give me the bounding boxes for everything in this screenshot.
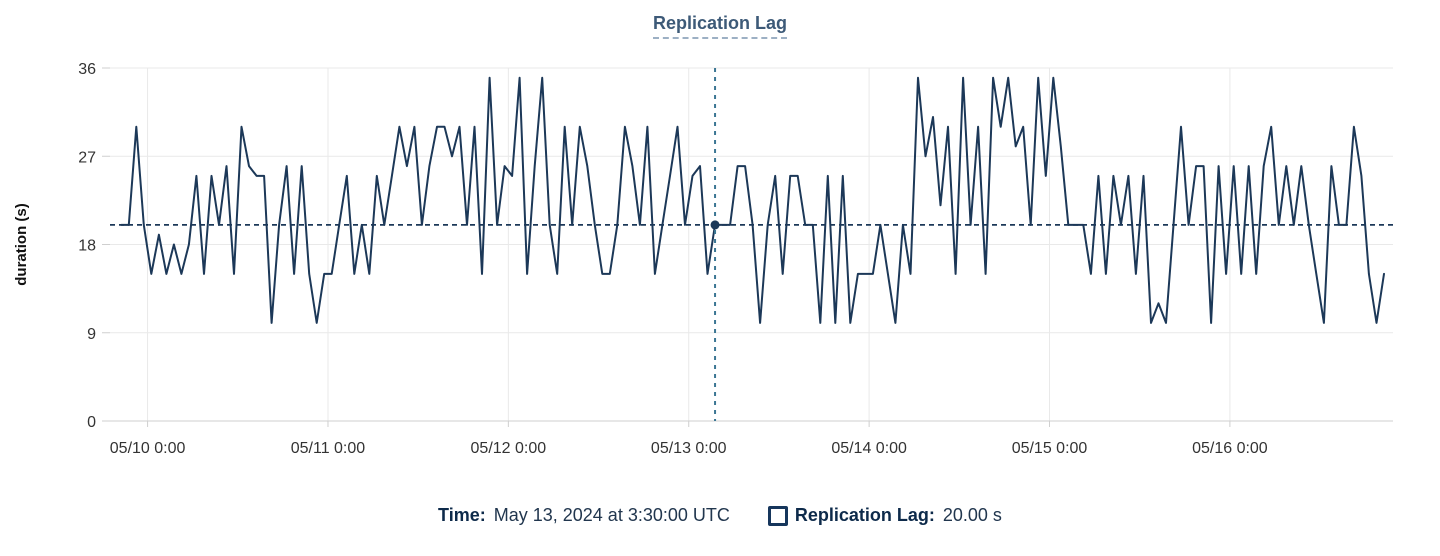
- tooltip-time-value: May 13, 2024 at 3:30:00 UTC: [493, 505, 730, 525]
- y-tick-label: 18: [78, 238, 96, 255]
- series-swatch-icon: [767, 505, 788, 526]
- replication-lag-series-line: [120, 76, 1385, 324]
- x-tick-label: 05/16 0:00: [1192, 440, 1268, 457]
- tooltip-series-value: 20.00 s: [942, 505, 1002, 525]
- chart-title[interactable]: Replication Lag: [652, 13, 787, 39]
- x-tick-label: 05/13 0:00: [651, 440, 727, 457]
- y-tick-label: 36: [78, 61, 96, 78]
- tooltip-legend: Time: May 13, 2024 at 3:30:00 UTC Replic…: [0, 505, 1440, 526]
- x-tick-label: 05/11 0:00: [291, 440, 366, 457]
- legend-item-replication-lag[interactable]: Replication Lag: 20.00 s: [767, 505, 1002, 526]
- x-tick-label: 05/10 0:00: [110, 440, 186, 457]
- cursor-point-marker: [710, 220, 720, 230]
- x-tick-label: 05/14 0:00: [831, 440, 907, 457]
- x-tick-label: 05/12 0:00: [471, 440, 547, 457]
- tooltip-series-label: Replication Lag:: [794, 505, 935, 525]
- y-axis-title: duration (s): [13, 203, 30, 286]
- y-tick-label: 9: [87, 326, 96, 343]
- chart-canvas[interactable]: 0 9 18 27 36 05/10 0:00 05/11 0:00 05/12 0:00 05…: [0, 0, 1440, 478]
- chart-title-row: Replication Lag: [0, 13, 1440, 39]
- y-tick-label: 27: [78, 149, 96, 166]
- x-tick-label: 05/15 0:00: [1012, 440, 1088, 457]
- y-tick-label: 0: [87, 414, 96, 431]
- tooltip-time-label: Time:: [438, 505, 486, 525]
